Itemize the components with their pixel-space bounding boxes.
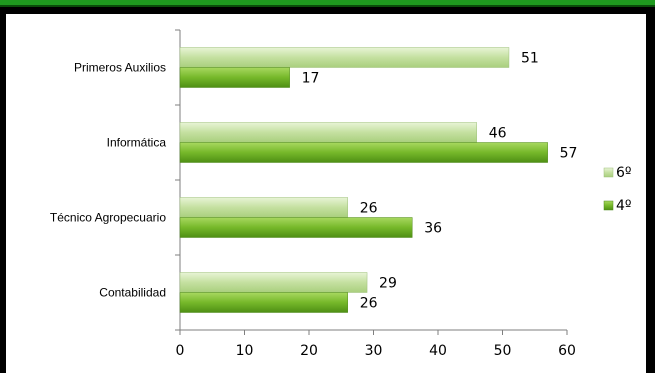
legend-label: 6º [616, 165, 632, 181]
bar-series-1 [179, 197, 348, 218]
x-tick-label: 40 [429, 343, 447, 359]
bar-series-1 [179, 47, 510, 68]
bar-series-1 [179, 272, 368, 293]
data-label: 36 [424, 221, 442, 237]
category-label: Primeros Auxilios [74, 61, 166, 75]
x-tick-label: 0 [176, 343, 185, 359]
x-tick-label: 10 [236, 343, 254, 359]
data-label: 26 [360, 201, 378, 217]
bar-series-2 [179, 67, 290, 88]
bar-series-2 [179, 292, 348, 313]
data-label: 46 [489, 126, 507, 142]
legend-swatch [603, 200, 614, 211]
data-label: 51 [521, 51, 539, 67]
x-tick-label: 20 [300, 343, 318, 359]
chart-panel [6, 14, 646, 373]
bar-series-1 [179, 122, 477, 143]
x-tick-label: 60 [558, 343, 576, 359]
legend-swatch [603, 167, 614, 178]
category-label: Técnico Agropecuario [50, 211, 166, 225]
legend-label: 4º [616, 198, 632, 214]
bar-series-2 [179, 217, 413, 238]
data-label: 17 [302, 71, 320, 87]
data-label: 26 [360, 296, 378, 312]
data-label: 29 [379, 276, 397, 292]
x-tick-label: 50 [494, 343, 512, 359]
top-accent-bar [0, 0, 655, 7]
category-label: Informática [107, 136, 167, 150]
x-tick-label: 30 [365, 343, 383, 359]
data-label: 57 [560, 146, 578, 162]
category-label: Contabilidad [99, 286, 166, 300]
bar-series-2 [179, 142, 548, 163]
